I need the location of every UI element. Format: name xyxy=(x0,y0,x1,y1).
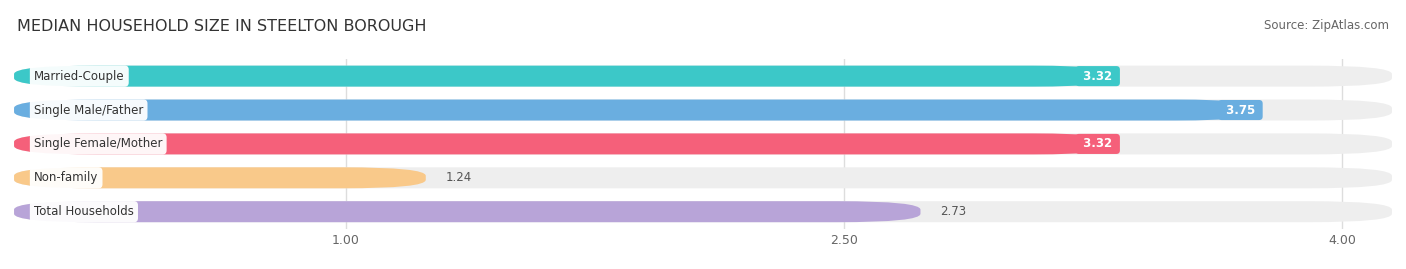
Text: MEDIAN HOUSEHOLD SIZE IN STEELTON BOROUGH: MEDIAN HOUSEHOLD SIZE IN STEELTON BOROUG… xyxy=(17,19,426,34)
Text: 2.73: 2.73 xyxy=(941,205,966,218)
FancyBboxPatch shape xyxy=(14,201,921,222)
Text: Single Male/Father: Single Male/Father xyxy=(34,104,143,116)
Text: 3.32: 3.32 xyxy=(1080,70,1116,83)
FancyBboxPatch shape xyxy=(14,167,1392,188)
Text: 1.24: 1.24 xyxy=(446,171,472,184)
FancyBboxPatch shape xyxy=(14,66,1116,87)
FancyBboxPatch shape xyxy=(14,167,426,188)
Text: Non-family: Non-family xyxy=(34,171,98,184)
Text: Total Households: Total Households xyxy=(34,205,134,218)
Text: 3.75: 3.75 xyxy=(1222,104,1260,116)
Text: Single Female/Mother: Single Female/Mother xyxy=(34,137,163,150)
Text: 3.32: 3.32 xyxy=(1080,137,1116,150)
FancyBboxPatch shape xyxy=(14,100,1260,121)
FancyBboxPatch shape xyxy=(14,100,1392,121)
FancyBboxPatch shape xyxy=(14,133,1116,154)
FancyBboxPatch shape xyxy=(14,133,1392,154)
Text: Married-Couple: Married-Couple xyxy=(34,70,125,83)
Text: Source: ZipAtlas.com: Source: ZipAtlas.com xyxy=(1264,19,1389,32)
FancyBboxPatch shape xyxy=(14,66,1392,87)
FancyBboxPatch shape xyxy=(14,201,1392,222)
